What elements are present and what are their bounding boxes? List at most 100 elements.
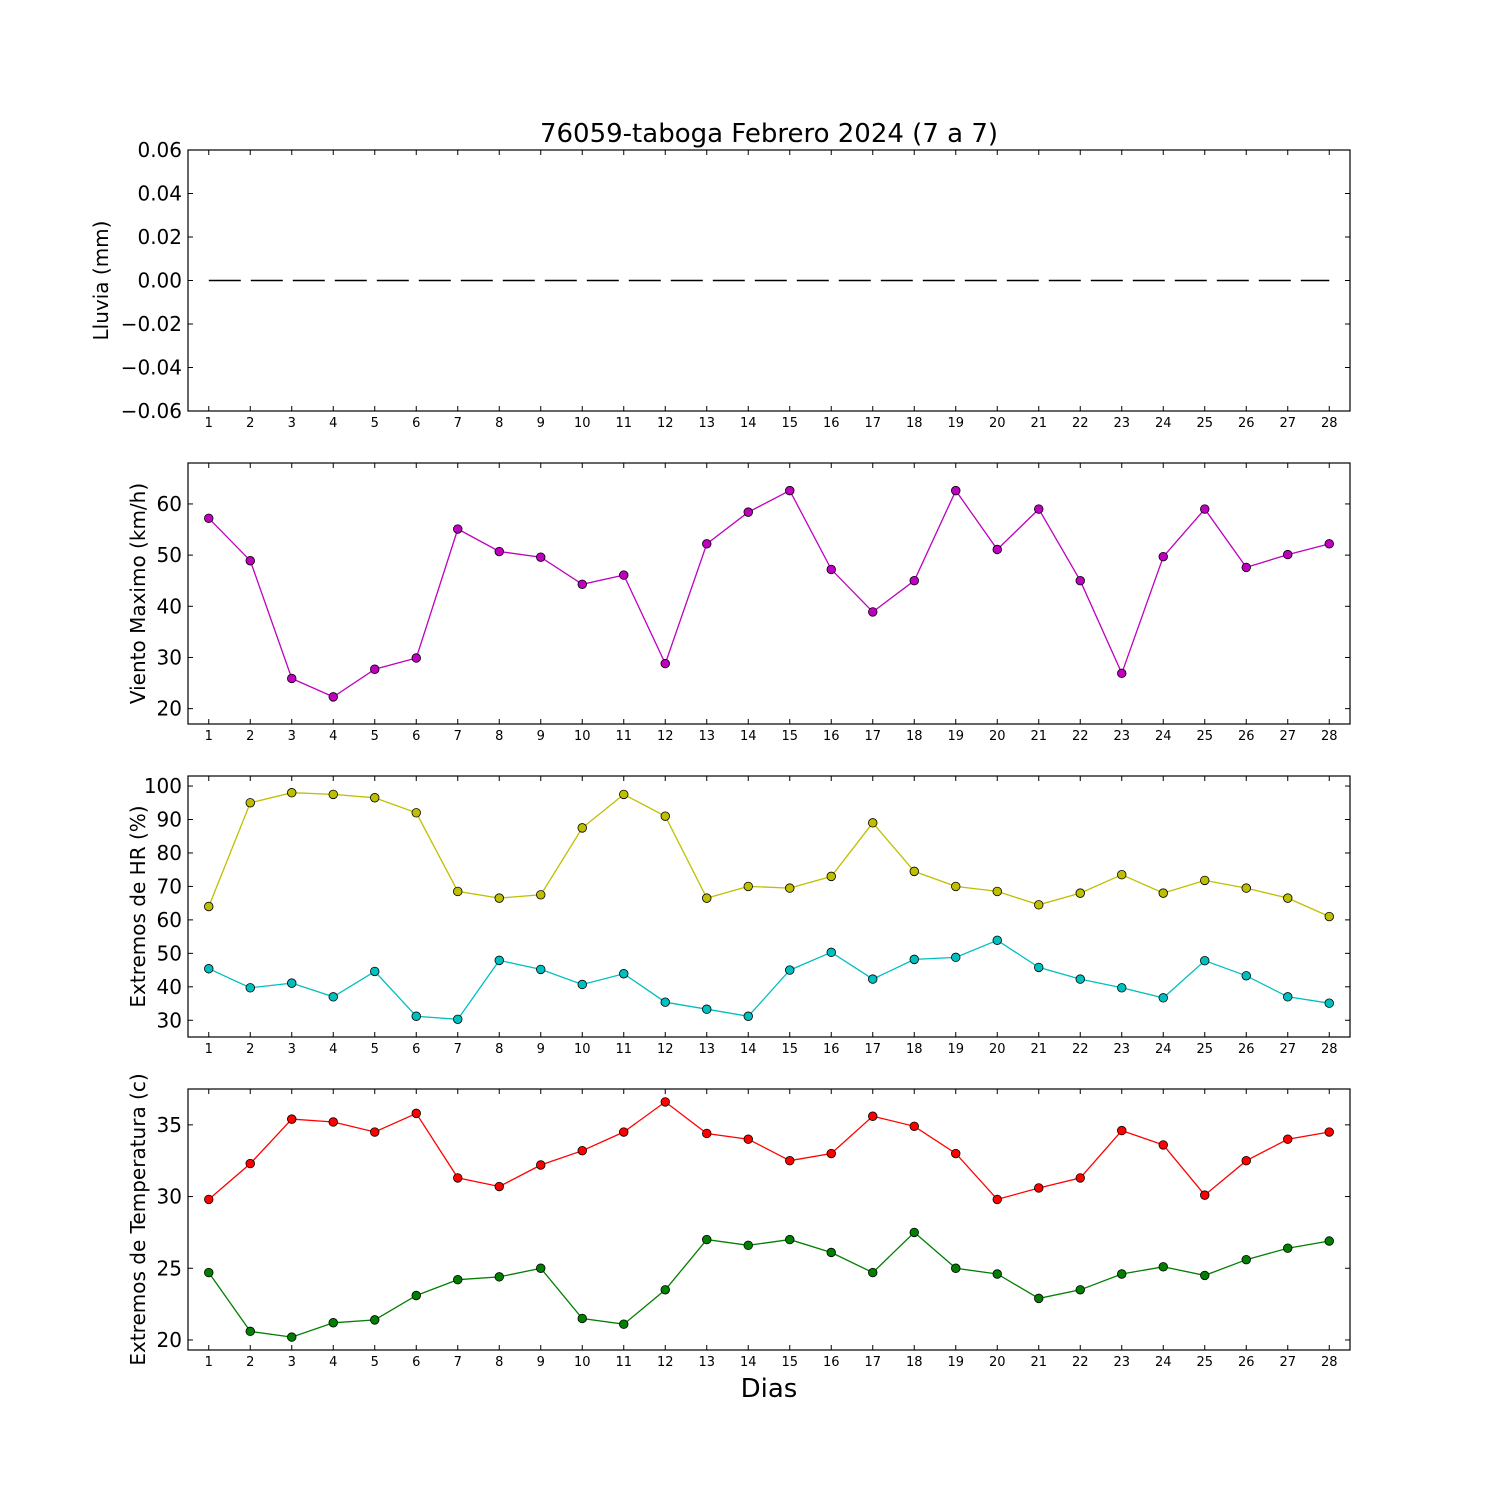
x-tick-label: 2	[246, 1042, 254, 1057]
data-point	[204, 901, 214, 912]
data-point	[1200, 956, 1210, 966]
x-tick-label: 13	[698, 729, 715, 744]
data-point	[785, 883, 795, 893]
data-point	[992, 544, 1002, 555]
x-tick-label: 16	[823, 729, 840, 744]
x-tick-label: 11	[615, 1042, 632, 1057]
data-point	[702, 1128, 712, 1139]
data-point	[245, 1158, 255, 1169]
data-point	[204, 964, 214, 974]
series-line-1	[208, 792, 1330, 918]
data-point	[411, 653, 421, 663]
data-point	[826, 1247, 836, 1258]
y-tick-label: 30	[157, 1008, 182, 1032]
x-tick-label: 15	[781, 1355, 798, 1370]
x-tick-label: 21	[1030, 416, 1047, 431]
data-point	[951, 1148, 961, 1159]
x-tick-label: 28	[1321, 1042, 1338, 1057]
y-tick-label: 90	[157, 808, 182, 832]
data-point	[660, 997, 670, 1007]
data-point	[204, 513, 214, 523]
x-tick-label: 11	[615, 416, 632, 431]
data-point	[453, 1173, 463, 1183]
data-point	[328, 789, 338, 800]
x-tick-label: 17	[864, 1042, 881, 1057]
data-point	[1158, 1140, 1168, 1150]
data-point	[1075, 1173, 1085, 1183]
data-point	[453, 524, 463, 534]
data-point	[536, 890, 546, 900]
data-point	[702, 539, 712, 549]
x-tick-label: 13	[698, 1355, 715, 1370]
x-tick-label: 12	[657, 729, 674, 744]
x-tick-label: 14	[740, 1355, 757, 1370]
data-point	[245, 556, 255, 566]
data-point	[992, 886, 1002, 897]
x-tick-label: 1	[205, 729, 213, 744]
y-tick-label: 50	[157, 941, 182, 965]
x-tick-label: 14	[740, 1042, 757, 1057]
x-tick-label: 25	[1196, 729, 1213, 744]
x-tick-label: 18	[906, 729, 923, 744]
data-point	[785, 1156, 795, 1166]
x-tick-label: 17	[864, 416, 881, 431]
x-tick-label: 20	[989, 1355, 1006, 1370]
data-point	[577, 823, 587, 833]
x-tick-label: 4	[329, 1042, 337, 1057]
data-point	[1158, 888, 1168, 898]
y-tick-label: 0.02	[137, 225, 182, 249]
x-tick-label: 4	[329, 729, 337, 744]
data-point	[536, 964, 546, 975]
x-tick-label: 27	[1279, 729, 1296, 744]
data-point	[660, 1097, 670, 1107]
data-point	[660, 1285, 670, 1295]
data-point	[1200, 504, 1210, 514]
y-axis-label: Lluvia (mm)	[89, 221, 113, 341]
data-point	[328, 1117, 338, 1127]
y-tick-label: −0.06	[121, 399, 182, 423]
data-point	[494, 1272, 504, 1282]
data-point	[1034, 1183, 1044, 1193]
data-point	[536, 1160, 546, 1170]
x-tick-label: 26	[1238, 1355, 1255, 1370]
x-tick-label: 5	[371, 416, 379, 431]
x-tick-label: 8	[495, 1042, 503, 1057]
data-point	[909, 1227, 919, 1238]
x-tick-label: 6	[412, 1355, 420, 1370]
x-tick-label: 22	[1072, 1042, 1089, 1057]
data-point	[370, 793, 380, 803]
x-tick-label: 3	[288, 416, 296, 431]
x-tick-label: 22	[1072, 729, 1089, 744]
x-tick-label: 11	[615, 729, 632, 744]
y-tick-label: 50	[157, 543, 182, 567]
data-point	[536, 552, 546, 562]
data-point	[619, 789, 629, 800]
y-tick-label: 80	[157, 841, 182, 865]
data-point	[1034, 504, 1044, 514]
y-tick-label: 60	[157, 492, 182, 516]
data-point	[619, 570, 629, 580]
data-point	[287, 673, 297, 684]
data-point	[536, 1263, 546, 1273]
plot-frame	[187, 462, 1351, 725]
data-point	[411, 1011, 421, 1021]
x-tick-label: 28	[1321, 729, 1338, 744]
data-point	[1034, 1293, 1044, 1304]
x-tick-label: 19	[947, 1355, 964, 1370]
data-point	[743, 1134, 753, 1144]
data-point	[577, 1313, 587, 1324]
x-tick-label: 15	[781, 416, 798, 431]
data-point	[1117, 1269, 1127, 1279]
x-tick-label: 5	[371, 729, 379, 744]
series-line-1	[208, 1101, 1330, 1201]
data-point	[826, 564, 836, 575]
data-point	[287, 1114, 297, 1124]
data-point	[743, 1011, 753, 1021]
y-tick-label: −0.02	[121, 312, 182, 336]
x-tick-label: 21	[1030, 729, 1047, 744]
data-point	[1158, 1262, 1168, 1272]
x-tick-label: 27	[1279, 416, 1296, 431]
data-point	[743, 507, 753, 517]
